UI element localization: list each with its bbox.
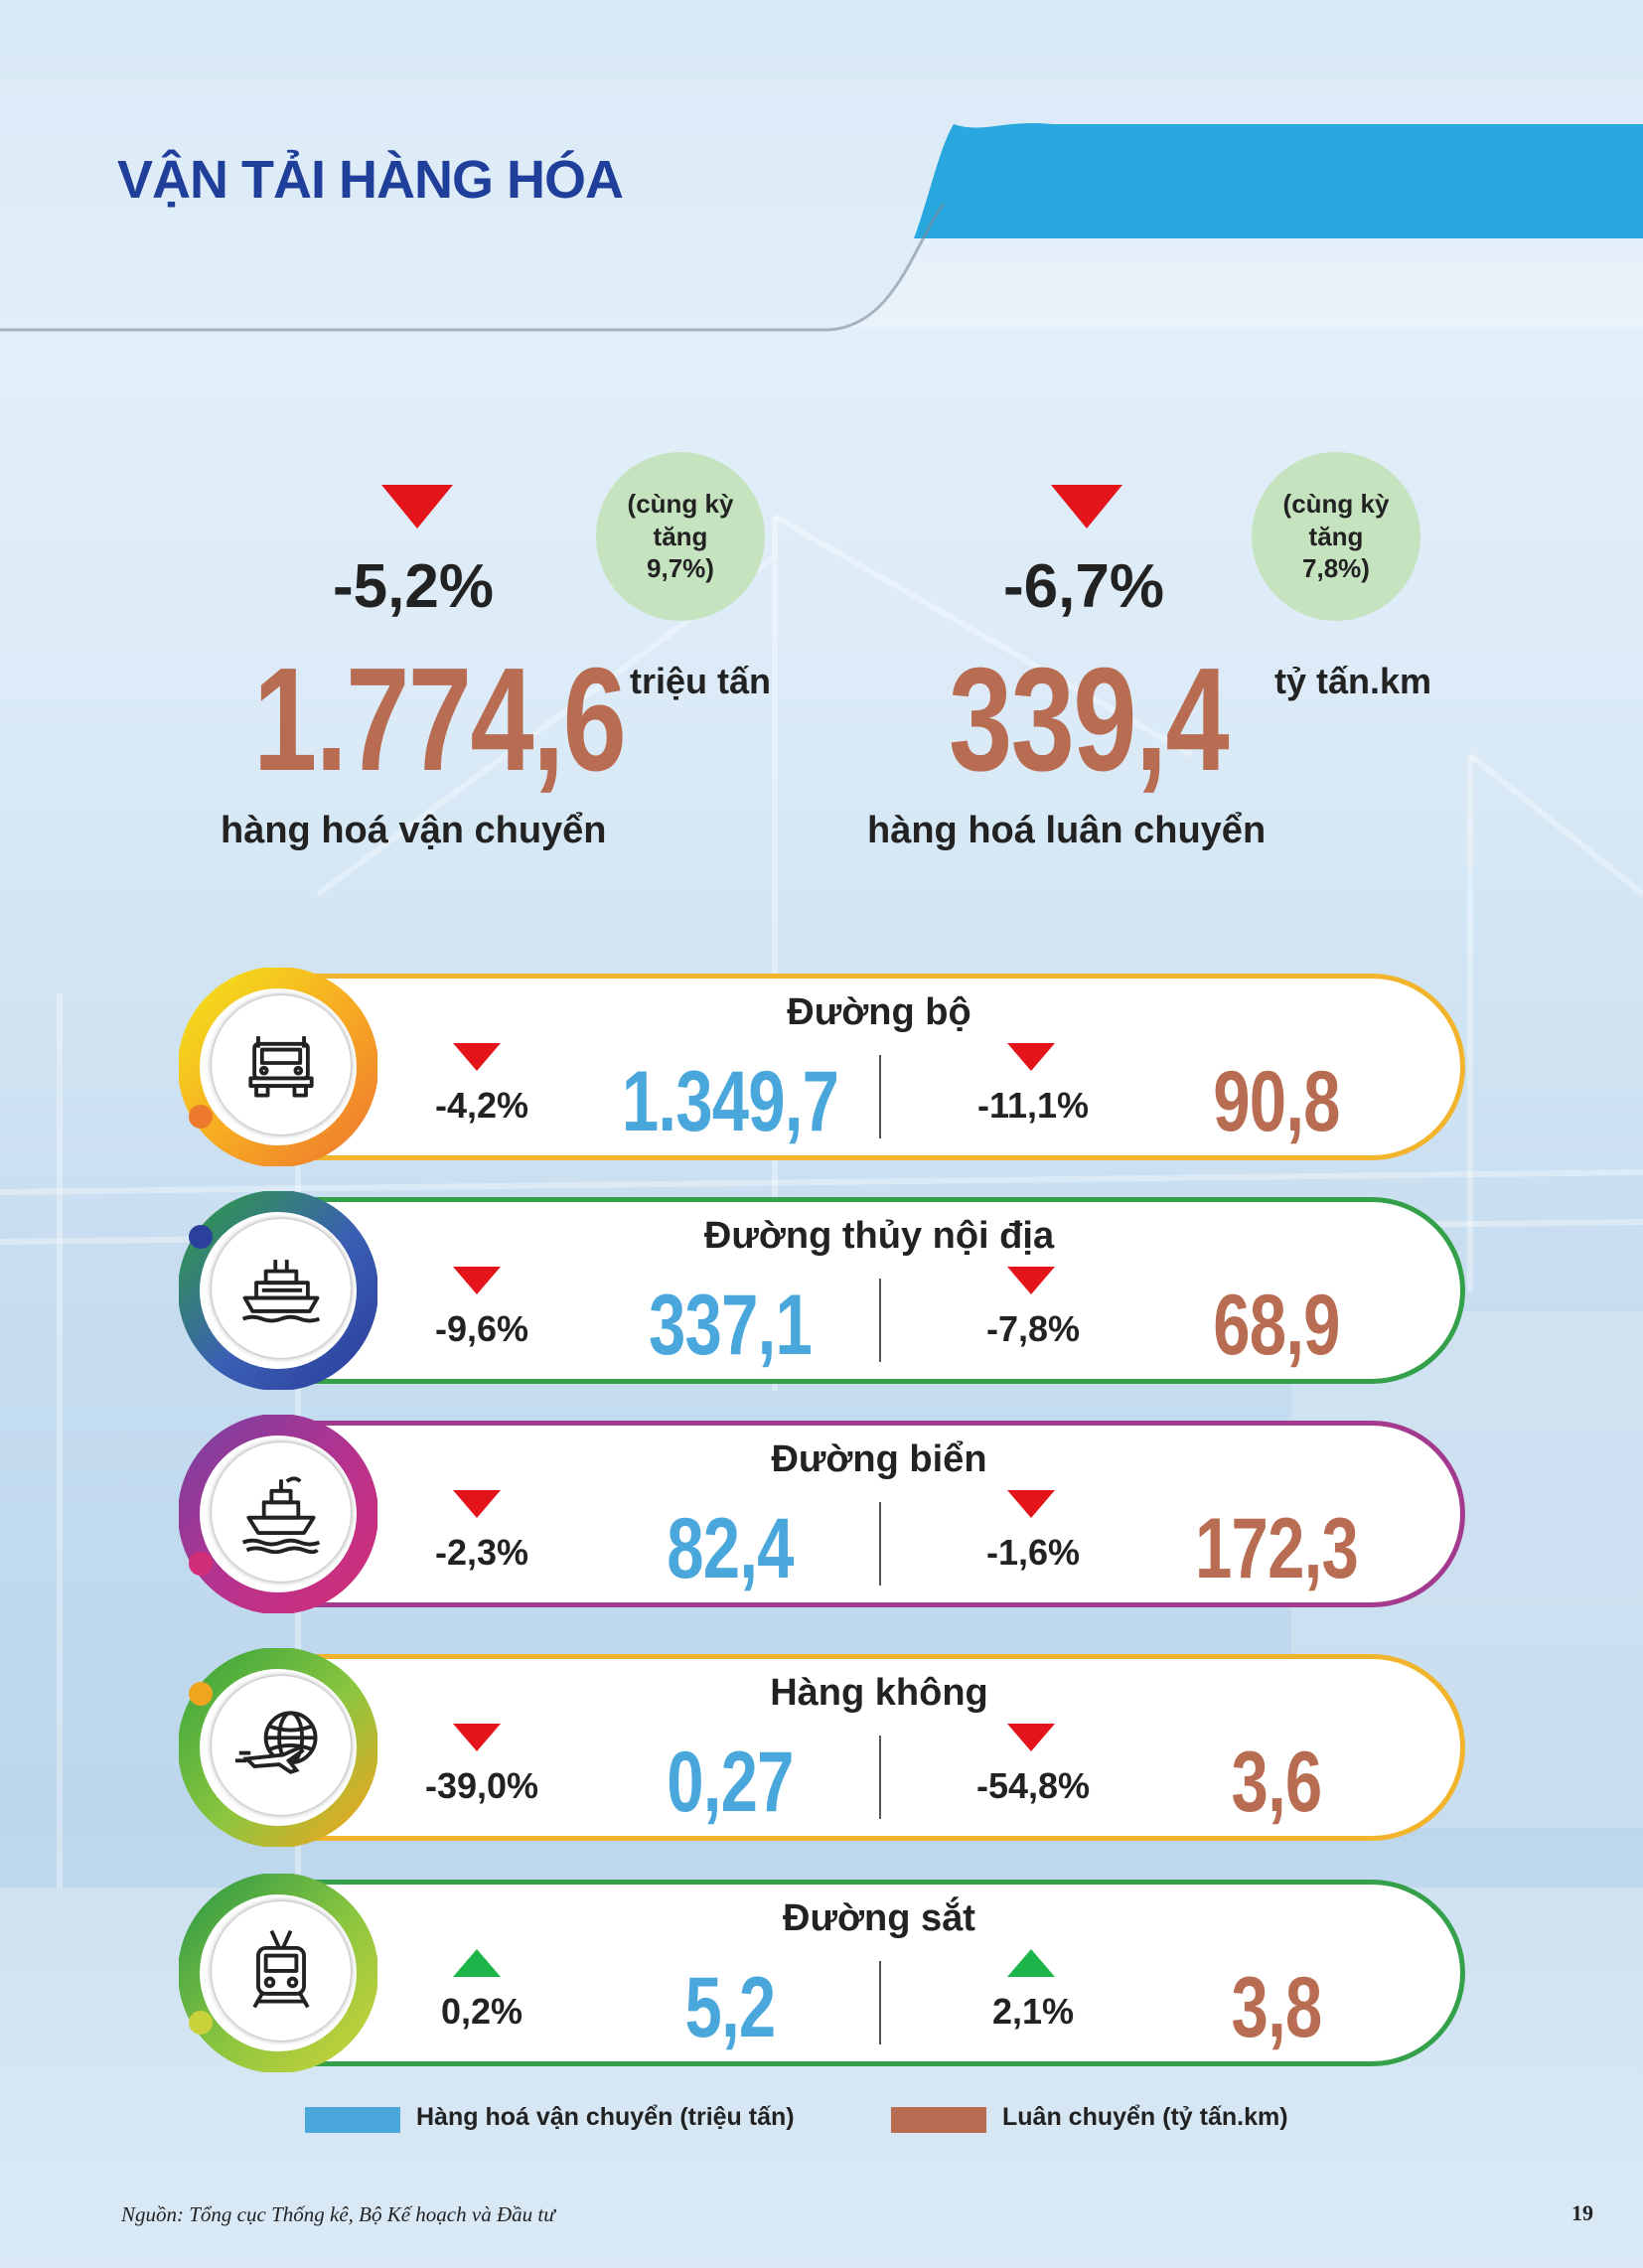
train-icon [233, 1921, 329, 2021]
divider [879, 1055, 881, 1138]
legend-label-transport: Hàng hoá vận chuyển (triệu tấn) [416, 2103, 795, 2131]
transport-down-arrow-icon [453, 1043, 501, 1071]
mode-icon-circle [212, 1901, 351, 2041]
rotation-down-arrow-icon [1007, 1043, 1055, 1071]
transport-unit: triệu tấn [630, 661, 772, 701]
bubble-line: (cùng kỳ [1282, 489, 1390, 520]
mode-row-sea: Đường biển -2,3% 82,4 -1,6% 172,3 [179, 1415, 1465, 1613]
transport-change: 0,2% [440, 1991, 523, 2032]
mode-icon-circle [212, 995, 351, 1134]
rotation-value: 68,9 [1213, 1278, 1340, 1373]
bubble-line: tăng [1308, 521, 1364, 551]
transport-value: 0,27 [667, 1735, 794, 1830]
header-banner [0, 0, 1643, 332]
rotation-unit: tỷ tấn.km [1274, 661, 1432, 701]
legend-swatch-rotation [891, 2107, 986, 2133]
rotation-down-arrow-icon [1051, 485, 1122, 529]
mode-row-air: Hàng không -39,0% 0,27 -54,8% 3,6 [179, 1648, 1465, 1847]
mode-card [184, 1197, 1465, 1384]
transport-value: 1.349,7 [621, 1054, 839, 1149]
mode-icon-circle [212, 1442, 351, 1582]
rotation-caption: hàng hoá luân chuyển [867, 810, 1267, 851]
bubble-line: (cùng kỳ [627, 489, 734, 520]
transport-down-arrow-icon [453, 1267, 501, 1294]
divider [879, 1736, 881, 1819]
rotation-down-arrow-icon [1007, 1490, 1055, 1518]
divider [879, 1961, 881, 2044]
page-number: 19 [1571, 2200, 1593, 2225]
mode-ring [179, 968, 377, 1166]
rotation-change: -6,7% [1003, 552, 1164, 621]
rotation-down-arrow-icon [1007, 1267, 1055, 1294]
bubble-line: tăng [653, 521, 708, 551]
transport-down-arrow-icon [453, 1724, 501, 1751]
transport-up-arrow-icon [453, 1949, 501, 1977]
rotation-down-arrow-icon [1007, 1724, 1055, 1751]
mode-title: Hàng không [770, 1672, 988, 1714]
transport-total: 1.774,6 [253, 638, 627, 802]
ship-icon [233, 1462, 329, 1562]
transport-down-arrow-icon [381, 485, 453, 529]
rotation-up-arrow-icon [1007, 1949, 1055, 1977]
legend-swatch-transport [305, 2107, 400, 2133]
rotation-change: -54,8% [975, 1765, 1091, 1806]
bubble-line: 9,7%) [647, 553, 714, 584]
transport-change: -4,2% [434, 1085, 529, 1126]
transport-compare-bubble: (cùng kỳ tăng 9,7%) [596, 452, 765, 621]
mode-icon-circle [212, 1676, 351, 1815]
mode-title: Đường thủy nội địa [703, 1215, 1055, 1257]
rotation-value: 90,8 [1213, 1054, 1340, 1149]
mode-row-road: Đường bộ -4,2% 1.349,7 -11,1% 90,8 [179, 968, 1465, 1166]
mode-ring [179, 1415, 377, 1613]
source-note: Nguồn: Tổng cục Thống kê, Bộ Kế hoạch và… [121, 2202, 555, 2226]
rotation-change: -11,1% [976, 1085, 1090, 1126]
rotation-change: -1,6% [985, 1532, 1081, 1573]
transport-change: -5,2% [333, 552, 494, 621]
mode-ring [179, 1648, 377, 1847]
rotation-value: 3,8 [1231, 1960, 1323, 2055]
mode-icon-circle [212, 1219, 351, 1358]
transport-value: 82,4 [667, 1501, 794, 1596]
transport-value: 5,2 [684, 1960, 777, 2055]
mode-title: Đường bộ [787, 991, 971, 1033]
mode-title: Đường sắt [783, 1897, 975, 1939]
mode-row-rail: Đường sắt 0,2% 5,2 2,1% 3,8 [179, 1874, 1465, 2072]
mode-card [184, 1421, 1465, 1607]
transport-value: 337,1 [649, 1278, 813, 1373]
mode-title: Đường biển [771, 1438, 987, 1480]
transport-change: -9,6% [434, 1308, 529, 1349]
transport-caption: hàng hoá vận chuyển [221, 810, 607, 851]
mode-card [184, 1654, 1465, 1841]
mode-card [184, 1880, 1465, 2066]
truck-icon [233, 1015, 329, 1115]
legend-label-rotation: Luân chuyển (tỷ tấn.km) [1002, 2103, 1288, 2131]
mode-ring [179, 1874, 377, 2072]
rotation-change: -7,8% [985, 1308, 1081, 1349]
rotation-value: 3,6 [1231, 1735, 1323, 1830]
mode-ring [179, 1191, 377, 1390]
transport-change: -39,0% [424, 1765, 539, 1806]
rotation-total: 339,4 [949, 638, 1230, 802]
transport-change: -2,3% [434, 1532, 529, 1573]
transport-down-arrow-icon [453, 1490, 501, 1518]
divider [879, 1279, 881, 1362]
divider [879, 1502, 881, 1586]
rotation-value: 172,3 [1195, 1501, 1359, 1596]
page-title: VẬN TẢI HÀNG HÓA [117, 150, 624, 210]
boat-icon [233, 1239, 329, 1338]
mode-row-inland-waterway: Đường thủy nội địa -9,6% 337,1 -7,8% 68,9 [179, 1191, 1465, 1390]
rotation-change: 2,1% [991, 1991, 1075, 2032]
plane-globe-icon [233, 1696, 329, 1795]
rotation-compare-bubble: (cùng kỳ tăng 7,8%) [1252, 452, 1420, 621]
bubble-line: 7,8%) [1302, 553, 1370, 584]
